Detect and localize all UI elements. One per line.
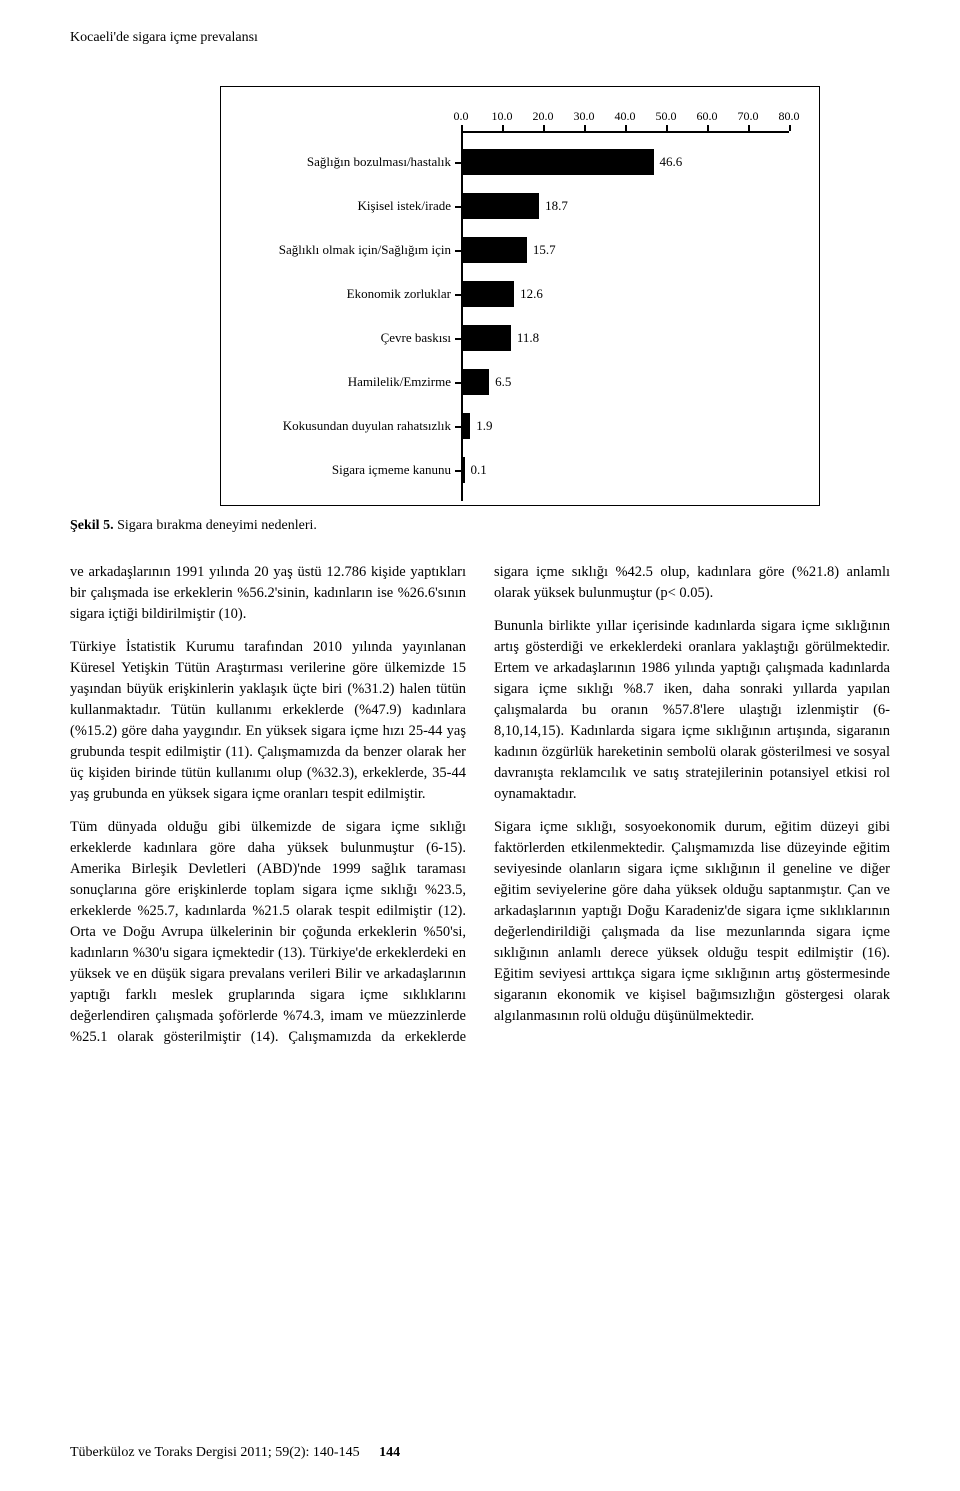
x-tick-label: 80.0 <box>779 109 800 124</box>
x-tick-label: 70.0 <box>738 109 759 124</box>
bar <box>463 325 511 351</box>
bar <box>463 369 490 395</box>
x-tick <box>666 125 668 131</box>
footer-journal: Tüberküloz ve Toraks Dergisi 2011; 59(2)… <box>70 1445 360 1460</box>
x-tick-label: 60.0 <box>697 109 718 124</box>
x-tick-label: 20.0 <box>533 109 554 124</box>
bar <box>463 237 527 263</box>
body-text: ve arkadaşlarının 1991 yılında 20 yaş üs… <box>70 562 890 1048</box>
bar-value-label: 6.5 <box>495 374 511 390</box>
y-axis-left <box>461 131 463 501</box>
body-paragraph: Türkiye İstatistik Kurumu tarafından 201… <box>70 637 466 805</box>
y-tick <box>455 338 461 340</box>
bar-category-label: Çevre baskısı <box>381 330 451 346</box>
x-tick-label: 50.0 <box>656 109 677 124</box>
bar <box>463 457 465 483</box>
bar-category-label: Kişisel istek/irade <box>357 198 451 214</box>
bar-value-label: 0.1 <box>471 462 487 478</box>
caption-text: Sigara bırakma deneyimi nedenleri. <box>117 518 317 533</box>
x-tick <box>543 125 545 131</box>
x-tick <box>707 125 709 131</box>
bar-value-label: 1.9 <box>476 418 492 434</box>
bar-category-label: Hamilelik/Emzirme <box>348 374 451 390</box>
y-tick <box>455 206 461 208</box>
y-tick <box>455 470 461 472</box>
footer-page-number: 144 <box>379 1445 400 1460</box>
figure-caption: Şekil 5. Sigara bırakma deneyimi nedenle… <box>70 518 890 534</box>
y-tick <box>455 250 461 252</box>
x-tick <box>748 125 750 131</box>
bar-category-label: Sigara içmeme kanunu <box>332 462 451 478</box>
page-footer: Tüberküloz ve Toraks Dergisi 2011; 59(2)… <box>70 1445 890 1461</box>
bar-value-label: 11.8 <box>517 330 539 346</box>
bar <box>463 413 471 439</box>
body-paragraph: Bununla birlikte yıllar içerisinde kadın… <box>494 616 890 805</box>
bar-value-label: 46.6 <box>660 154 683 170</box>
x-tick <box>584 125 586 131</box>
x-tick-label: 40.0 <box>615 109 636 124</box>
bar-chart-sekil5: 0.0 10.0 20.0 30.0 40.0 50.0 60.0 70.0 80.0 Sağlı… <box>220 86 820 506</box>
x-tick <box>502 125 504 131</box>
x-tick-label: 0.0 <box>454 109 469 124</box>
x-tick-label: 30.0 <box>574 109 595 124</box>
y-tick <box>455 162 461 164</box>
x-tick <box>625 125 627 131</box>
running-head: Kocaeli'de sigara içme prevalansı <box>70 30 890 46</box>
bar-value-label: 12.6 <box>520 286 543 302</box>
x-tick <box>461 125 463 131</box>
bar-category-label: Ekonomik zorluklar <box>347 286 451 302</box>
bar-category-label: Sağlığın bozulması/hastalık <box>307 154 451 170</box>
y-tick <box>455 294 461 296</box>
caption-label: Şekil 5. <box>70 518 114 533</box>
bar-value-label: 15.7 <box>533 242 556 258</box>
x-tick <box>789 125 791 131</box>
bar-value-label: 18.7 <box>545 198 568 214</box>
x-axis-top <box>461 131 789 133</box>
y-tick <box>455 426 461 428</box>
bar <box>463 193 540 219</box>
x-tick-label: 10.0 <box>492 109 513 124</box>
bar-category-label: Sağlıklı olmak için/Sağlığım için <box>279 242 451 258</box>
bar <box>463 149 654 175</box>
bar-category-label: Kokusundan duyulan rahatsızlık <box>283 418 451 434</box>
body-paragraph: ve arkadaşlarının 1991 yılında 20 yaş üs… <box>70 562 466 625</box>
bar <box>463 281 515 307</box>
body-paragraph: Sigara içme sıklığı, sosyoekonomik durum… <box>494 817 890 1027</box>
y-tick <box>455 382 461 384</box>
